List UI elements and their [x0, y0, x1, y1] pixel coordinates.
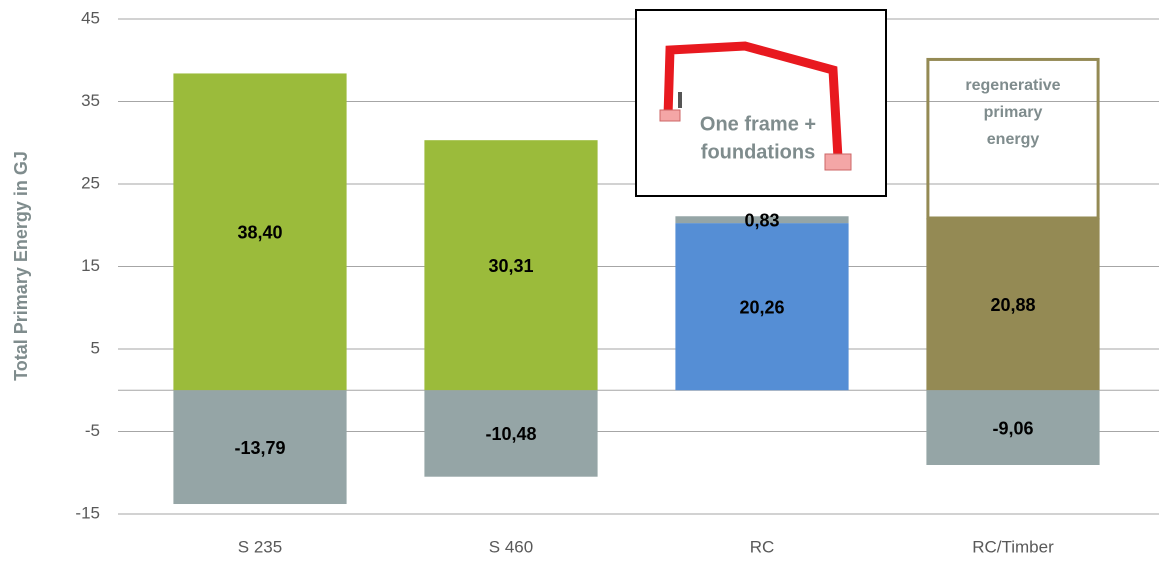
- note-text: primary: [984, 104, 1043, 121]
- note-text: energy: [987, 131, 1040, 148]
- y-axis-label: Total Primary Energy in GJ: [11, 151, 31, 381]
- value-label: 20,26: [739, 297, 784, 317]
- x-tick-label: RC/Timber: [972, 537, 1054, 556]
- inset: One frame + foundations: [635, 9, 887, 197]
- bar-segment: [926, 390, 1100, 465]
- value-label: 38,40: [237, 223, 282, 243]
- x-tick-label: RC: [750, 537, 775, 556]
- foundation: [824, 153, 852, 171]
- value-label: 30,31: [488, 256, 533, 276]
- frame-drawing: [663, 41, 843, 159]
- y-tick-label: 15: [81, 256, 100, 275]
- y-tick-label: 5: [91, 338, 100, 357]
- foundation: [659, 109, 681, 122]
- value-label: -9,06: [992, 418, 1033, 438]
- bar-segment: [424, 140, 598, 391]
- x-tick-label: S 235: [238, 537, 282, 556]
- bar-segment: [424, 390, 598, 477]
- person-icon: [678, 92, 682, 108]
- y-tick-label: -15: [75, 503, 100, 522]
- bar-segment: [926, 57, 1100, 220]
- x-tick-label: S 460: [489, 537, 533, 556]
- value-label: -10,48: [485, 424, 536, 444]
- y-tick-label: 25: [81, 173, 100, 192]
- value-label: 20,88: [990, 295, 1035, 315]
- value-label: -13,79: [234, 438, 285, 458]
- y-tick-label: -5: [85, 421, 100, 440]
- y-tick-label: 45: [81, 8, 100, 27]
- bar-segment: [173, 73, 347, 391]
- bar-segment: [173, 390, 347, 505]
- bar-segment: [675, 223, 849, 391]
- bar-segment: [675, 216, 849, 224]
- y-tick-label: 35: [81, 91, 100, 110]
- inset-text: foundations: [701, 141, 815, 163]
- value-label: 0,83: [744, 210, 779, 230]
- note-text: regenerative: [965, 77, 1060, 94]
- bar-segment: [926, 217, 1100, 391]
- regenerative-note: regenerative primary energy: [965, 77, 1060, 148]
- inset-text: One frame +: [700, 113, 816, 135]
